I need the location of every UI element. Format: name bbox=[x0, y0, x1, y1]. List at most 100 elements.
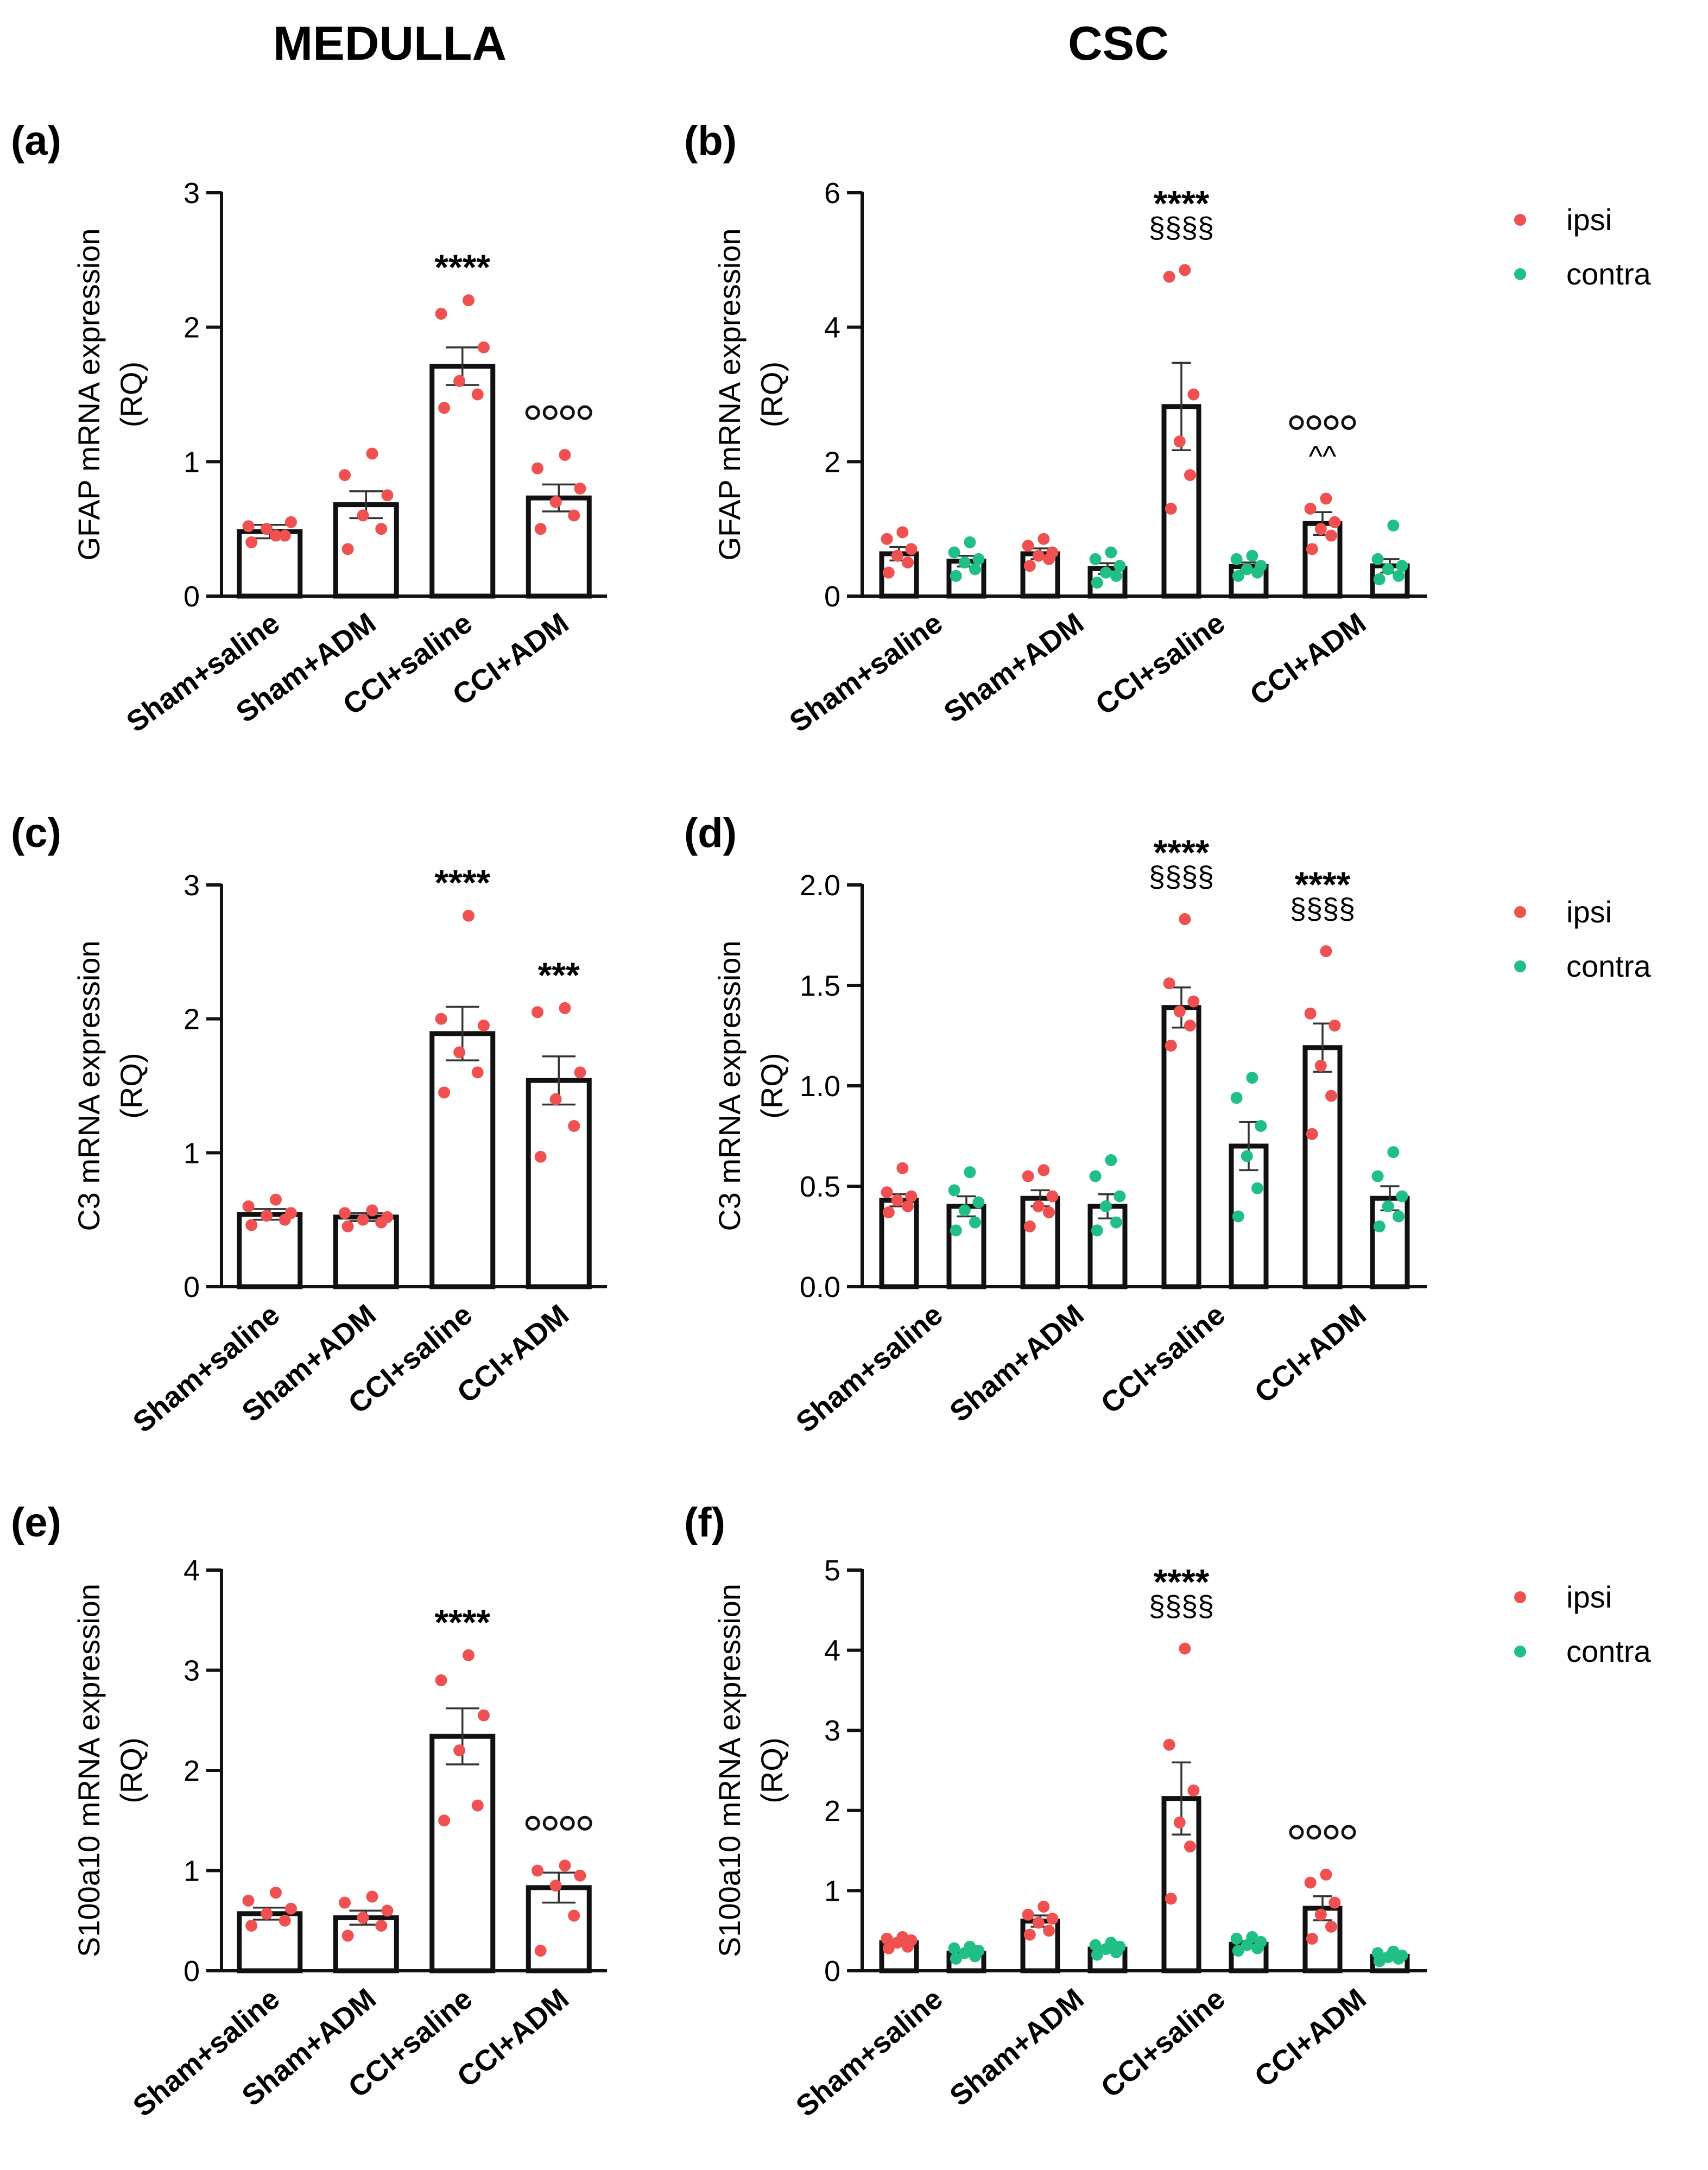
data-point-ipsi bbox=[1320, 945, 1332, 958]
data-point-ipsi bbox=[568, 1909, 580, 1922]
y-tick-label: 6 bbox=[824, 177, 840, 210]
data-point-contra bbox=[1387, 519, 1400, 532]
x-tick-label: CCI+saline bbox=[1095, 1298, 1231, 1420]
data-point-ipsi bbox=[477, 1020, 490, 1032]
data-point-contra bbox=[1371, 553, 1384, 565]
data-point-ipsi bbox=[534, 1945, 547, 1957]
y-tick-label: 4 bbox=[184, 1554, 200, 1587]
data-point-ipsi bbox=[375, 1919, 388, 1932]
x-tick-label: CCI+ADM bbox=[1249, 1982, 1372, 2093]
significance-circle bbox=[1289, 1825, 1304, 1840]
y-tick-label: 3 bbox=[824, 1715, 840, 1747]
data-point-contra bbox=[1373, 573, 1386, 586]
bar bbox=[526, 495, 592, 599]
data-point-contra bbox=[1382, 1200, 1394, 1212]
data-point-ipsi bbox=[471, 1799, 484, 1812]
x-tick-label: CCI+ADM bbox=[1249, 1298, 1372, 1409]
data-point-contra bbox=[1396, 1190, 1408, 1203]
data-point-ipsi bbox=[1046, 1913, 1059, 1925]
y-axis-label: (RQ) bbox=[114, 1737, 148, 1803]
data-point-contra bbox=[1255, 560, 1267, 572]
significance-label: **** bbox=[1154, 1562, 1210, 1602]
data-point-ipsi bbox=[1325, 1920, 1337, 1933]
significance-label: §§§§ bbox=[1290, 893, 1355, 925]
data-point-ipsi bbox=[242, 1200, 255, 1212]
data-point-ipsi bbox=[549, 496, 562, 508]
data-point-ipsi bbox=[1023, 1928, 1036, 1941]
panel-f: (f) S100a10 mRNA expression (RQ) 0 1 2 3 4 5 Sham… bbox=[684, 1500, 1651, 2123]
y-tick-label: 0.0 bbox=[800, 1271, 840, 1304]
significance-circle bbox=[577, 1815, 592, 1831]
data-point-ipsi bbox=[902, 556, 914, 569]
data-point-ipsi bbox=[1179, 1642, 1191, 1655]
data-point-contra bbox=[948, 546, 960, 559]
data-point-ipsi bbox=[477, 1709, 490, 1722]
data-point-contra bbox=[1393, 570, 1405, 582]
y-axis-label: S100a10 mRNA expression bbox=[712, 1584, 747, 1957]
significance-circle bbox=[577, 405, 592, 420]
data-point-ipsi bbox=[1179, 264, 1191, 276]
y-tick-label: 2 bbox=[824, 1795, 840, 1827]
data-point-ipsi bbox=[438, 402, 451, 414]
bar bbox=[429, 1734, 496, 1973]
data-point-ipsi bbox=[534, 1150, 547, 1163]
y-tick-label: 0 bbox=[824, 1955, 840, 1988]
data-point-ipsi bbox=[366, 1204, 378, 1217]
data-point-ipsi bbox=[471, 388, 484, 401]
data-point-ipsi bbox=[242, 1894, 255, 1907]
data-point-ipsi bbox=[284, 1902, 297, 1915]
data-point-ipsi bbox=[574, 1066, 586, 1079]
data-point-contra bbox=[1393, 1210, 1405, 1223]
data-point-ipsi bbox=[549, 1880, 562, 1892]
data-point-ipsi bbox=[261, 1210, 273, 1222]
y-tick-label: 2 bbox=[184, 1003, 200, 1036]
data-point-ipsi bbox=[453, 1744, 466, 1757]
data-point-ipsi bbox=[279, 529, 291, 542]
y-tick-label: 1.5 bbox=[800, 970, 840, 1002]
data-point-ipsi bbox=[284, 516, 297, 528]
legend-label: ipsi bbox=[1566, 1580, 1612, 1614]
data-point-ipsi bbox=[896, 1931, 909, 1944]
data-point-ipsi bbox=[1306, 543, 1318, 555]
bar bbox=[1302, 1045, 1343, 1289]
y-tick-label: 0 bbox=[184, 1955, 200, 1988]
y-axis-label: (RQ) bbox=[755, 1737, 789, 1803]
data-point-ipsi bbox=[357, 509, 369, 522]
data-point-ipsi bbox=[1043, 1206, 1055, 1219]
column-title-medulla: MEDULLA bbox=[273, 16, 507, 70]
data-point-ipsi bbox=[1032, 549, 1045, 562]
data-point-ipsi bbox=[1304, 503, 1317, 515]
bar bbox=[526, 1078, 592, 1289]
data-point-ipsi bbox=[1023, 560, 1036, 572]
data-point-contra bbox=[1232, 1945, 1244, 1957]
panel-label: (f) bbox=[684, 1500, 725, 1546]
data-point-ipsi bbox=[471, 1066, 484, 1079]
data-point-contra bbox=[1241, 1150, 1253, 1162]
significance-circle bbox=[1324, 1825, 1339, 1840]
x-tick-label: Sham+ADM bbox=[938, 606, 1090, 729]
legend-label: ipsi bbox=[1566, 203, 1612, 237]
data-point-ipsi bbox=[1165, 503, 1177, 515]
significance-label: **** bbox=[1295, 864, 1351, 904]
data-point-ipsi bbox=[1184, 1840, 1196, 1853]
data-point-ipsi bbox=[1165, 1893, 1177, 1905]
data-point-ipsi bbox=[1032, 1200, 1045, 1212]
y-axis-label: C3 mRNA expression bbox=[72, 940, 106, 1231]
y-tick-label: 5 bbox=[824, 1554, 840, 1587]
data-point-ipsi bbox=[1043, 1925, 1055, 1937]
data-point-contra bbox=[1251, 1182, 1263, 1194]
y-tick-label: 1 bbox=[184, 446, 200, 478]
data-point-ipsi bbox=[1022, 540, 1034, 552]
y-tick-label: 2.0 bbox=[800, 869, 840, 902]
data-point-ipsi bbox=[341, 543, 354, 555]
y-tick-label: 0 bbox=[184, 1271, 200, 1304]
data-point-contra bbox=[1232, 1210, 1244, 1223]
legend-marker-contra bbox=[1514, 960, 1526, 972]
significance-circle bbox=[525, 1815, 540, 1831]
data-point-ipsi bbox=[1163, 1738, 1175, 1751]
data-point-ipsi bbox=[905, 543, 918, 555]
data-point-contra bbox=[964, 536, 976, 548]
data-point-ipsi bbox=[568, 509, 580, 522]
panel-d: (d) C3 mRNA expression (RQ) 0.0 0.5 1.0 1.5 2.0… bbox=[684, 810, 1651, 1439]
data-point-ipsi bbox=[462, 294, 475, 307]
